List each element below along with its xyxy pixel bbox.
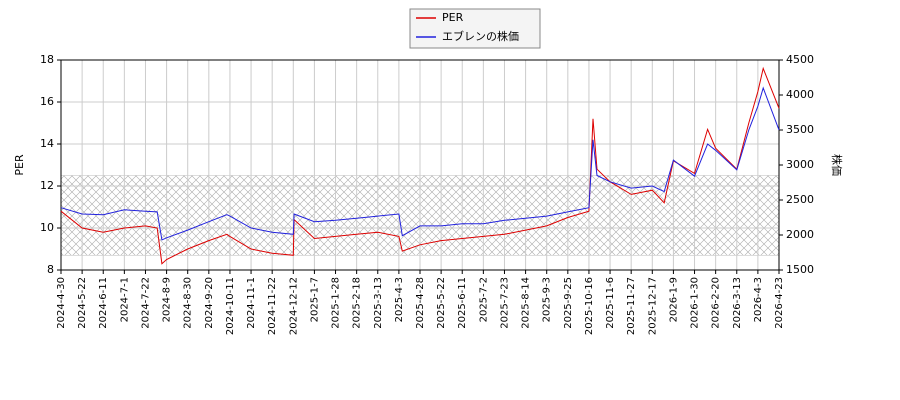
x-tick-label: 2025-1-7 [309,277,320,322]
x-tick-label: 2024-12-12 [288,277,299,335]
x-tick-label: 2024-11-1 [246,277,257,329]
x-tick-label: 2025-2-18 [352,277,363,329]
x-tick-label: 2026-1-30 [690,277,701,329]
y-tick-label: 10 [40,221,54,234]
y2-tick-label: 2000 [786,228,814,241]
x-tick-label: 2024-8-9 [162,277,173,322]
x-tick-label: 2024-10-11 [225,277,236,335]
y-tick-label: 16 [40,95,54,108]
y2-tick-label: 3500 [786,123,814,136]
x-tick-label: 2025-5-22 [436,277,447,329]
y2-tick-label: 2500 [786,193,814,206]
x-tick-label: 2025-9-3 [542,277,553,322]
x-tick-label: 2025-12-17 [647,277,658,335]
x-tick-label: 2025-6-11 [457,277,468,329]
y2-tick-label: 1500 [786,263,814,276]
series-line [60,66,780,265]
legend-label: PER [442,11,464,24]
x-tick-label: 2025-4-28 [415,277,426,329]
y-axis-label: PER [13,154,26,176]
y-tick-label: 18 [40,53,54,66]
y-tick-label: 12 [40,179,54,192]
x-tick-label: 2025-11-6 [605,277,616,329]
x-tick-label: 2024-5-22 [77,277,88,329]
x-tick-label: 2024-7-1 [119,277,130,322]
x-tick-label: 2024-7-22 [140,277,151,329]
x-tick-label: 2024-9-20 [204,277,215,329]
x-tick-label: 2025-9-25 [563,277,574,329]
y2-tick-label: 4500 [786,53,814,66]
x-tick-label: 2024-6-11 [98,277,109,329]
legend-label: エブレンの株価 [442,29,519,43]
x-tick-label: 2024-4-30 [56,277,67,329]
x-tick-label: 2026-1-9 [668,277,679,322]
x-tick-label: 2025-4-3 [394,277,405,322]
x-tick-label: 2024-8-30 [183,277,194,329]
x-tick-label: 2024-11-22 [267,277,278,335]
series-line [60,86,780,241]
y2-tick-label: 3000 [786,158,814,171]
y2-tick-label: 4000 [786,88,814,101]
y-tick-label: 8 [47,263,54,276]
x-tick-label: 2026-4-23 [774,277,785,329]
x-tick-label: 2025-8-14 [521,277,532,329]
x-tick-label: 2025-7-23 [499,277,510,329]
x-tick-label: 2026-2-20 [711,277,722,329]
x-tick-label: 2026-4-3 [753,277,764,322]
x-tick-label: 2025-10-16 [584,277,595,335]
x-tick-label: 2025-1-28 [331,277,342,329]
y-tick-label: 14 [40,137,54,150]
x-tick-label: 2025-3-13 [373,277,384,329]
x-tick-label: 2026-3-13 [732,277,743,329]
x-tick-label: 2025-7-2 [478,277,489,322]
plot-frame [60,59,780,271]
y2-axis-label: 株価 [830,154,844,176]
legend [409,8,541,49]
x-tick-label: 2025-11-27 [626,277,637,335]
